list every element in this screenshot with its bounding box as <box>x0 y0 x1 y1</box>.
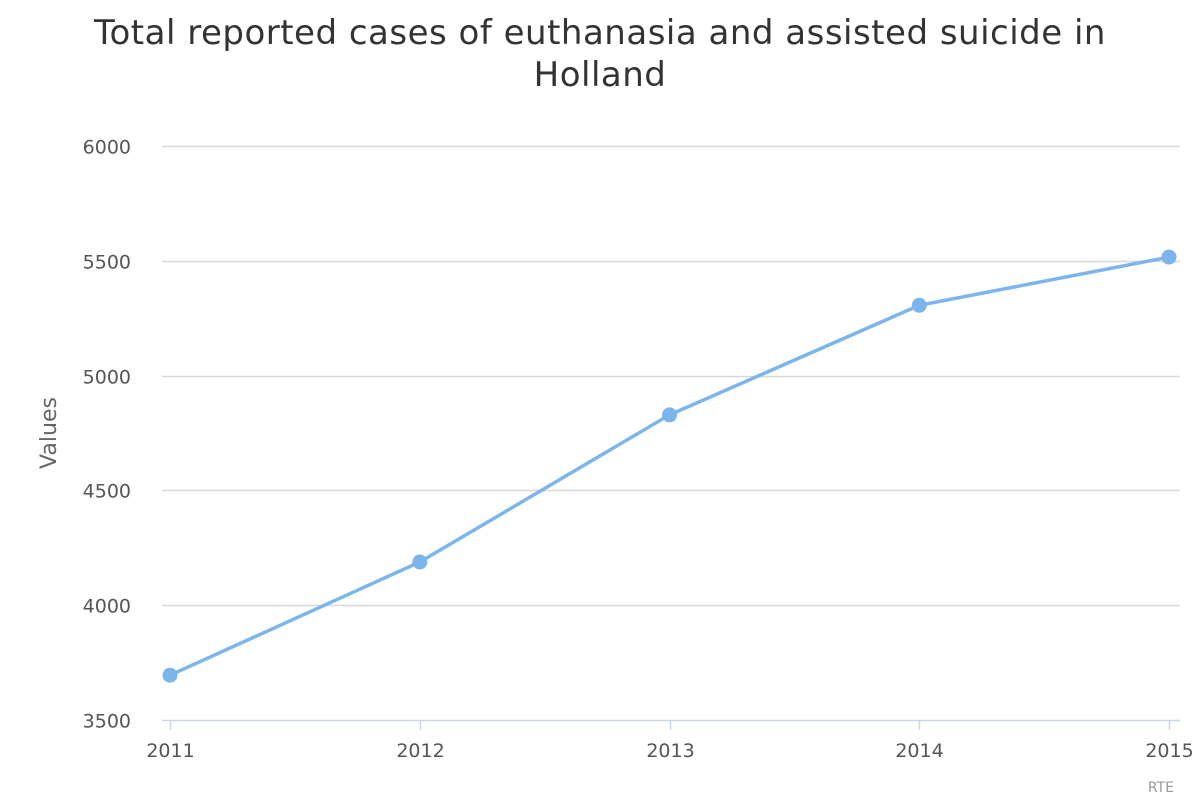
y-axis-title: Values <box>37 397 62 469</box>
x-tick-label: 2015 <box>1145 740 1193 762</box>
x-tick-label: 2014 <box>895 740 943 762</box>
data-point-2015[interactable] <box>1161 249 1177 265</box>
data-points <box>162 249 1177 683</box>
y-tick-label: 4000 <box>83 596 131 618</box>
y-tick-label: 4500 <box>83 481 131 503</box>
y-tick-label: 6000 <box>83 137 131 159</box>
x-tick-label: 2013 <box>646 740 694 762</box>
y-tick-label: 3500 <box>83 711 131 733</box>
chart-title: Total reported cases of euthanasia and a… <box>94 13 1106 95</box>
y-tick-label: 5000 <box>83 367 131 389</box>
y-tick-label: 5500 <box>83 252 131 274</box>
series-layer <box>168 255 1171 677</box>
data-point-2011[interactable] <box>162 667 178 683</box>
x-tick-label: 2012 <box>396 740 444 762</box>
grid-lines <box>162 145 1180 607</box>
data-point-2013[interactable] <box>662 407 677 423</box>
data-point-2014[interactable] <box>911 297 927 313</box>
axes: 3500 4000 4500 5000 5500 6000 2011 2012 2013 2014… <box>83 137 1194 763</box>
x-tick-label: 2011 <box>146 740 194 762</box>
credits-label[interactable]: RTE <box>1147 780 1174 796</box>
series-line[interactable] <box>168 255 1171 677</box>
data-point-2012[interactable] <box>412 554 428 570</box>
